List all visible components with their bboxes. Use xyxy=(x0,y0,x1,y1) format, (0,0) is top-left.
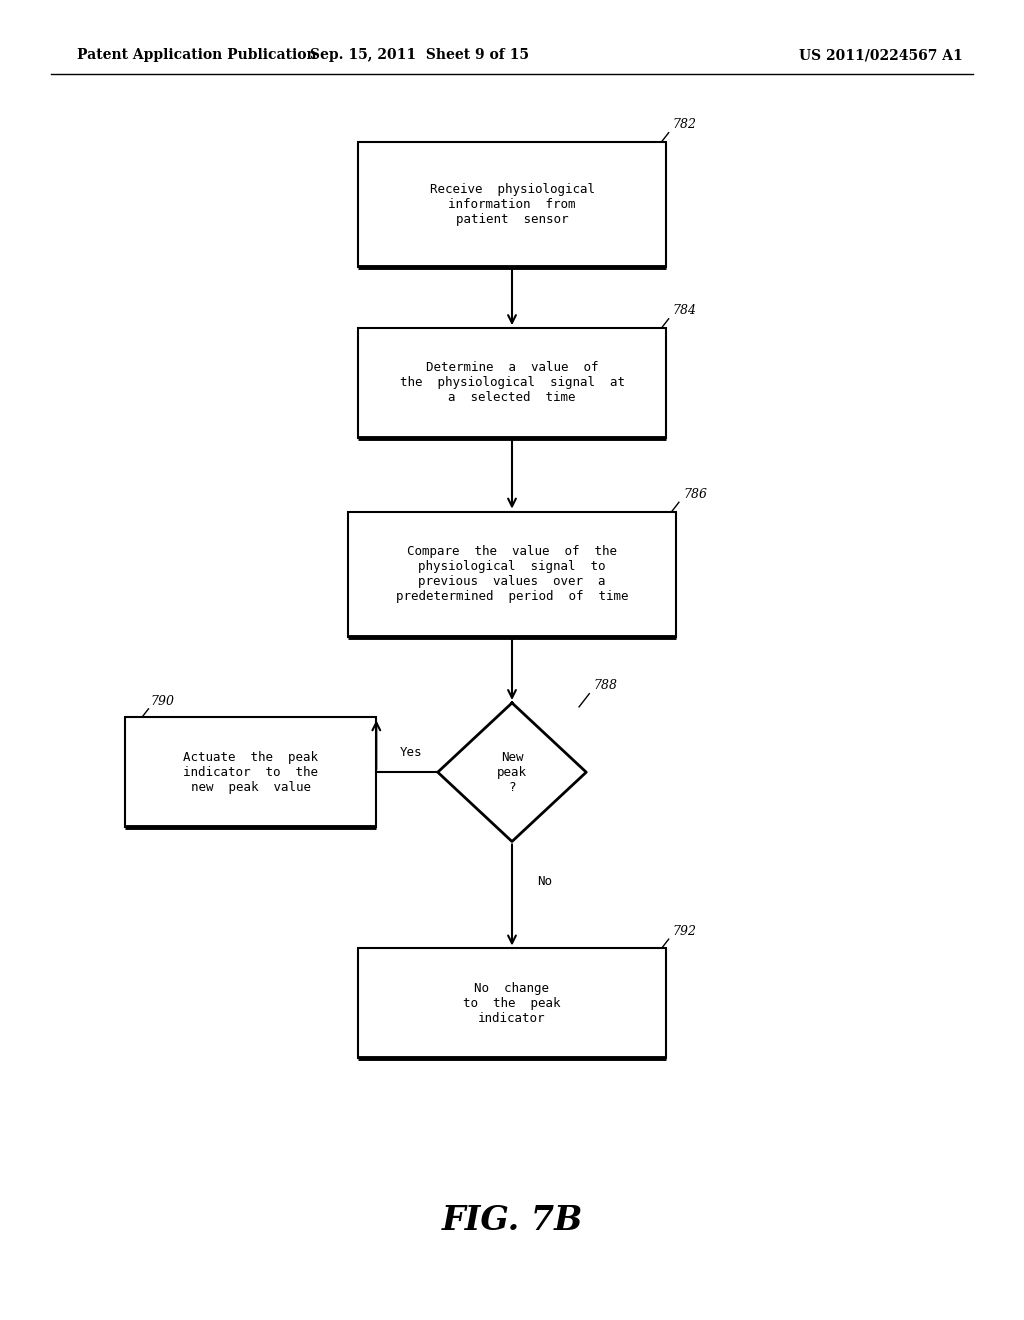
Bar xyxy=(358,948,666,1059)
Text: Receive  physiological
information  from
patient  sensor: Receive physiological information from p… xyxy=(429,183,595,226)
Text: Actuate  the  peak
indicator  to  the
new  peak  value: Actuate the peak indicator to the new pe… xyxy=(183,751,318,793)
Text: Yes: Yes xyxy=(400,746,422,759)
Text: New
peak
?: New peak ? xyxy=(497,751,527,793)
Text: 792: 792 xyxy=(673,925,696,937)
Text: No: No xyxy=(538,875,553,888)
Text: Sep. 15, 2011  Sheet 9 of 15: Sep. 15, 2011 Sheet 9 of 15 xyxy=(310,49,529,62)
Bar xyxy=(358,329,666,438)
Text: FIG. 7B: FIG. 7B xyxy=(441,1204,583,1238)
Text: 786: 786 xyxy=(683,488,707,502)
Text: 782: 782 xyxy=(673,119,696,132)
Bar xyxy=(125,718,377,826)
Bar xyxy=(348,512,676,638)
Text: 788: 788 xyxy=(594,680,617,692)
Text: US 2011/0224567 A1: US 2011/0224567 A1 xyxy=(799,49,963,62)
Text: Compare  the  value  of  the
physiological  signal  to
previous  values  over  a: Compare the value of the physiological s… xyxy=(395,545,629,603)
Text: Patent Application Publication: Patent Application Publication xyxy=(77,49,316,62)
Bar xyxy=(358,143,666,267)
Text: Determine  a  value  of
the  physiological  signal  at
a  selected  time: Determine a value of the physiological s… xyxy=(399,362,625,404)
Text: No  change
to  the  peak
indicator: No change to the peak indicator xyxy=(463,982,561,1024)
Text: 790: 790 xyxy=(151,694,174,708)
Text: 784: 784 xyxy=(673,305,696,318)
